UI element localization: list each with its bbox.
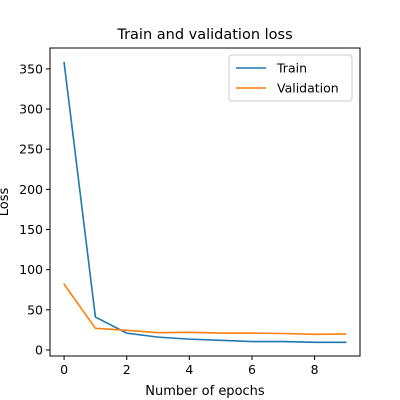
x-tick-label: 4 [185, 362, 193, 377]
series-line-train [63, 61, 347, 344]
series-line-validation [63, 283, 347, 336]
x-tick-label: 8 [311, 362, 319, 377]
plot-lines [63, 61, 347, 344]
plot-frame [49, 47, 361, 357]
legend-box [228, 54, 353, 102]
x-tick-label: 0 [60, 362, 68, 377]
x-tick-label: 2 [123, 362, 131, 377]
x-axis-label: Number of epochs [145, 384, 265, 399]
legend: Train Validation [228, 54, 353, 102]
y-tick-label: 100 [19, 262, 43, 277]
legend-label-validation: Validation [277, 81, 339, 96]
y-tick-label: 250 [19, 142, 43, 157]
y-axis-label: Loss [0, 188, 12, 217]
y-axis-ticks: 0 50 100 150 200 250 300 350 [19, 61, 50, 357]
y-tick-label: 350 [19, 61, 43, 76]
y-tick-label: 300 [19, 102, 43, 117]
legend-label-train: Train [276, 61, 307, 76]
y-tick-label: 150 [19, 222, 43, 237]
y-tick-label: 200 [19, 182, 43, 197]
y-tick-label: 50 [27, 302, 43, 317]
x-tick-label: 6 [248, 362, 256, 377]
x-axis-ticks: 0 2 4 6 8 [60, 356, 319, 377]
chart-title: Train and validation loss [116, 27, 292, 43]
y-tick-label: 0 [35, 342, 43, 357]
